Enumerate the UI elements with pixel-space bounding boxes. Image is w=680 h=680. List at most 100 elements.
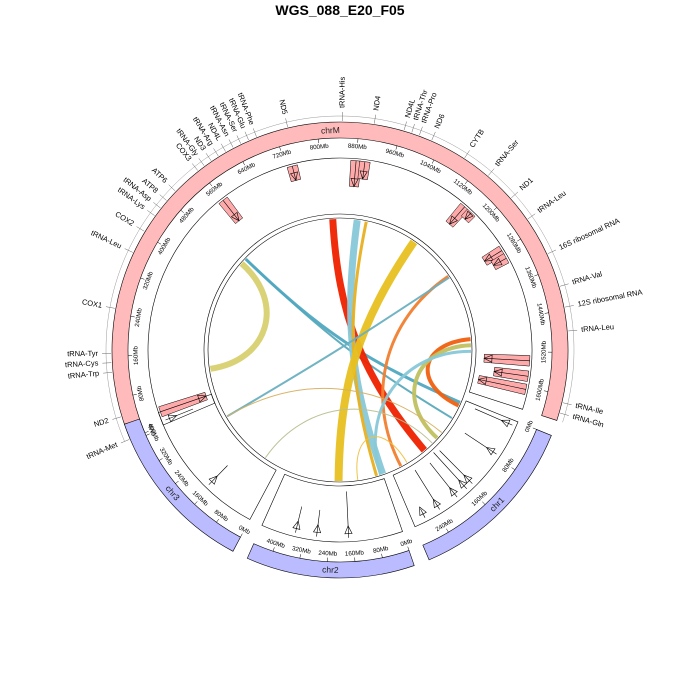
- tick-label: 880Mb: [348, 143, 368, 152]
- tick-label: 160Mb: [345, 549, 365, 557]
- diagram-title: WGS_088_E20_F05: [275, 2, 405, 18]
- gene-connector: [252, 128, 257, 137]
- tick-mark: [194, 501, 198, 505]
- feature-stem: [291, 166, 297, 181]
- marker-stem: [420, 508, 426, 518]
- link-circle: [207, 217, 473, 483]
- gene-connector: [285, 118, 288, 128]
- gene-connector: [488, 168, 495, 176]
- gene-label: ND2: [93, 416, 110, 429]
- marker-stem: [464, 432, 497, 455]
- gene-connector: [198, 158, 205, 166]
- tick-mark: [395, 145, 398, 150]
- tick-mark: [532, 427, 537, 430]
- tick-mark: [482, 501, 486, 505]
- tick-label: 0Mb: [147, 422, 158, 436]
- tick-mark: [543, 390, 548, 392]
- feature-box: [477, 375, 528, 395]
- link-ribbon: [381, 275, 450, 467]
- gene-connector: [105, 306, 115, 309]
- marker-stem: [346, 491, 349, 538]
- marker-triangle: [359, 170, 368, 180]
- marker-triangle: [292, 520, 301, 530]
- gene-label: COX1: [81, 297, 103, 310]
- tick-label: 0Mb: [237, 524, 251, 536]
- gene-connector: [205, 153, 212, 161]
- tick-label: 1520Mb: [541, 340, 548, 363]
- gene-connector: [124, 248, 133, 253]
- gene-label: tRNA-His: [337, 76, 346, 108]
- marker-triangle: [492, 257, 503, 266]
- link-ribbon: [226, 387, 443, 433]
- gene-label: tRNA-Ser: [493, 138, 521, 169]
- marker-triangle: [289, 171, 298, 182]
- gene-label: 16S ribosomal RNA: [557, 216, 621, 252]
- gene-connector: [568, 329, 578, 332]
- tick-label: 240Mb: [318, 550, 338, 558]
- gene-label: 12S ribosomal RNA: [577, 287, 643, 308]
- tick-label: 400Mb: [266, 537, 287, 550]
- tick-mark: [140, 277, 145, 280]
- link-ribbon: [244, 257, 461, 404]
- tick-mark: [216, 518, 219, 523]
- gene-connector: [153, 202, 161, 209]
- link-ribbon: [334, 239, 418, 482]
- marker-triangle: [493, 368, 503, 377]
- feature-stem: [449, 206, 465, 225]
- marker-triangle: [483, 253, 494, 262]
- gene-label: tRNA-Cys: [65, 358, 99, 369]
- feature-stem: [493, 257, 507, 266]
- tick-mark: [175, 480, 179, 484]
- tick-mark: [431, 159, 435, 164]
- gene-label: tRNA-Val: [571, 269, 603, 286]
- tick-mark: [242, 161, 245, 166]
- tick-label: 0Mb: [524, 419, 535, 433]
- marker-triangle: [350, 178, 359, 188]
- tick-mark: [407, 546, 410, 551]
- tick-mark: [493, 207, 498, 211]
- tick-mark: [279, 146, 281, 151]
- marker-triangle: [464, 210, 474, 220]
- ideogram-chr2: [246, 543, 415, 579]
- marker-triangle: [197, 394, 207, 403]
- tick-label: 1440Mb: [535, 303, 546, 327]
- tick-mark: [446, 528, 449, 533]
- gene-connector: [120, 439, 130, 444]
- track-frame-chr3: [158, 393, 277, 520]
- gene-connector: [244, 131, 249, 141]
- marker-triangle: [449, 487, 458, 497]
- tick-label: 320Mb: [291, 545, 311, 556]
- marker-triangle: [167, 414, 178, 423]
- gene-connector: [213, 148, 219, 157]
- gene-connector: [374, 114, 376, 124]
- marker-stem: [439, 450, 473, 484]
- chromosome-label-chrM: chrM: [321, 125, 340, 136]
- tick-mark: [158, 458, 163, 461]
- marker-triangle: [419, 506, 427, 517]
- tick-label: 720Mb: [272, 148, 293, 160]
- gene-connector: [191, 163, 198, 171]
- marker-stem: [165, 408, 194, 421]
- track-frame-chrM: [147, 157, 533, 426]
- tick-mark: [534, 274, 539, 277]
- gene-connector: [411, 123, 415, 133]
- gene-label: tRNA-Tyr: [67, 349, 98, 358]
- tick-label: 320Mb: [142, 270, 155, 291]
- tick-mark: [272, 547, 275, 552]
- feature-box: [349, 160, 362, 188]
- feature-stem: [362, 161, 366, 180]
- feature-stem: [222, 200, 240, 221]
- gene-connector: [168, 184, 176, 192]
- marker-stem: [429, 462, 458, 498]
- gene-label: CYTB: [468, 128, 486, 150]
- marker-triangle: [458, 479, 468, 489]
- feature-box: [158, 391, 208, 418]
- link-ribbon: [226, 276, 450, 418]
- gene-label: ND1: [518, 176, 535, 193]
- tick-mark: [299, 554, 301, 559]
- tick-label: 80Mb: [136, 385, 146, 402]
- tick-label: 1360Mb: [523, 266, 538, 290]
- link-ribbon: [373, 349, 472, 476]
- gene-label: tRNA-Leu: [90, 228, 124, 250]
- tick-label: 80Mb: [372, 545, 389, 555]
